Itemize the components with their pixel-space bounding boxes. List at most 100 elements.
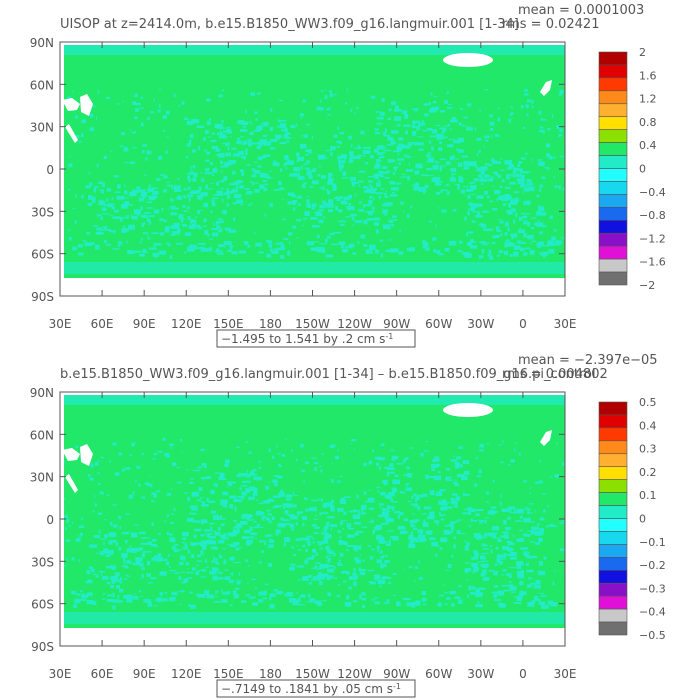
negative-anomaly-patch <box>213 547 216 549</box>
negative-anomaly-patch <box>370 249 373 254</box>
negative-anomaly-patch <box>127 561 132 564</box>
negative-anomaly-patch <box>426 530 433 535</box>
negative-anomaly-patch <box>117 245 120 248</box>
negative-anomaly-patch <box>376 559 383 564</box>
negative-anomaly-patch <box>220 478 226 480</box>
negative-anomaly-patch <box>201 519 208 524</box>
negative-anomaly-patch <box>254 142 260 145</box>
negative-anomaly-patch <box>173 572 181 574</box>
negative-anomaly-patch <box>499 603 506 608</box>
negative-anomaly-patch <box>428 140 431 144</box>
negative-anomaly-patch <box>438 253 444 256</box>
negative-anomaly-patch <box>219 555 222 559</box>
negative-anomaly-patch <box>474 550 478 553</box>
negative-anomaly-patch <box>456 530 461 535</box>
negative-anomaly-patch <box>406 155 412 158</box>
negative-anomaly-patch <box>301 469 305 473</box>
negative-anomaly-patch <box>471 556 479 560</box>
negative-anomaly-patch <box>517 229 525 234</box>
negative-anomaly-patch <box>556 442 558 445</box>
negative-anomaly-patch <box>527 186 535 192</box>
negative-anomaly-patch <box>515 197 519 202</box>
negative-anomaly-patch <box>338 564 343 566</box>
negative-anomaly-patch <box>253 487 258 492</box>
negative-anomaly-patch <box>420 495 423 498</box>
negative-anomaly-patch <box>91 568 95 573</box>
negative-anomaly-patch <box>399 229 401 233</box>
negative-anomaly-patch <box>286 140 290 143</box>
negative-anomaly-patch <box>103 155 108 159</box>
west-land-mask-2 <box>80 444 93 466</box>
negative-anomaly-patch <box>377 490 380 493</box>
negative-anomaly-patch <box>457 137 464 143</box>
negative-anomaly-patch <box>305 150 308 152</box>
negative-anomaly-patch <box>143 222 146 225</box>
negative-anomaly-patch <box>326 521 330 527</box>
negative-anomaly-patch <box>386 143 391 146</box>
negative-anomaly-patch <box>230 136 232 138</box>
negative-anomaly-patch <box>63 508 65 510</box>
negative-anomaly-patch <box>330 510 335 512</box>
negative-anomaly-patch <box>301 224 304 227</box>
negative-anomaly-patch <box>227 131 232 134</box>
negative-anomaly-patch <box>327 114 331 116</box>
negative-anomaly-patch <box>336 146 341 148</box>
negative-anomaly-patch <box>553 229 557 232</box>
negative-anomaly-patch <box>455 464 459 469</box>
negative-anomaly-patch <box>128 575 131 578</box>
negative-anomaly-patch <box>126 597 133 603</box>
negative-anomaly-patch <box>226 203 229 207</box>
negative-anomaly-patch <box>220 502 224 506</box>
negative-anomaly-patch <box>392 171 395 175</box>
negative-anomaly-patch <box>353 155 361 160</box>
negative-anomaly-patch <box>249 526 253 532</box>
negative-anomaly-patch <box>460 107 463 111</box>
negative-anomaly-patch <box>141 150 145 154</box>
negative-anomaly-patch <box>371 206 375 210</box>
negative-anomaly-patch <box>495 134 500 137</box>
negative-anomaly-patch <box>245 440 248 443</box>
negative-anomaly-patch <box>272 479 278 483</box>
negative-anomaly-patch <box>372 529 375 535</box>
negative-anomaly-patch <box>178 576 182 580</box>
negative-anomaly-patch <box>316 574 320 579</box>
negative-anomaly-patch <box>167 244 172 247</box>
negative-anomaly-patch <box>223 537 229 540</box>
negative-anomaly-patch <box>360 234 366 239</box>
negative-anomaly-patch <box>270 139 278 142</box>
negative-anomaly-patch <box>289 201 293 204</box>
negative-anomaly-patch <box>277 119 281 123</box>
negative-anomaly-patch <box>474 568 476 571</box>
negative-anomaly-patch <box>257 156 263 161</box>
negative-anomaly-patch <box>357 154 363 157</box>
negative-anomaly-patch <box>205 159 210 163</box>
negative-anomaly-patch <box>364 501 367 503</box>
negative-anomaly-patch <box>548 248 555 254</box>
negative-anomaly-patch <box>538 480 543 484</box>
negative-anomaly-patch <box>440 189 448 191</box>
negative-anomaly-patch <box>263 500 270 504</box>
negative-anomaly-patch <box>374 175 380 180</box>
negative-anomaly-patch <box>141 575 144 578</box>
negative-anomaly-patch <box>538 601 546 605</box>
negative-anomaly-patch <box>529 180 532 186</box>
negative-anomaly-patch <box>559 89 564 94</box>
negative-anomaly-patch <box>376 122 383 125</box>
negative-anomaly-patch <box>108 532 117 537</box>
negative-anomaly-patch <box>340 223 345 226</box>
negative-anomaly-patch <box>301 134 304 137</box>
negative-anomaly-patch <box>94 461 99 466</box>
negative-anomaly-patch <box>423 603 427 606</box>
negative-anomaly-patch <box>223 176 228 179</box>
colorbar-swatch <box>598 427 628 442</box>
negative-anomaly-patch <box>413 120 421 124</box>
negative-anomaly-patch <box>304 134 308 138</box>
negative-anomaly-patch <box>454 479 457 481</box>
negative-anomaly-patch <box>523 517 531 523</box>
negative-anomaly-patch <box>84 242 92 247</box>
negative-anomaly-patch <box>187 194 194 197</box>
negative-anomaly-patch <box>186 571 194 574</box>
negative-anomaly-patch <box>529 250 535 255</box>
negative-anomaly-patch <box>218 180 225 183</box>
x-tick-label: 30E <box>554 317 577 331</box>
